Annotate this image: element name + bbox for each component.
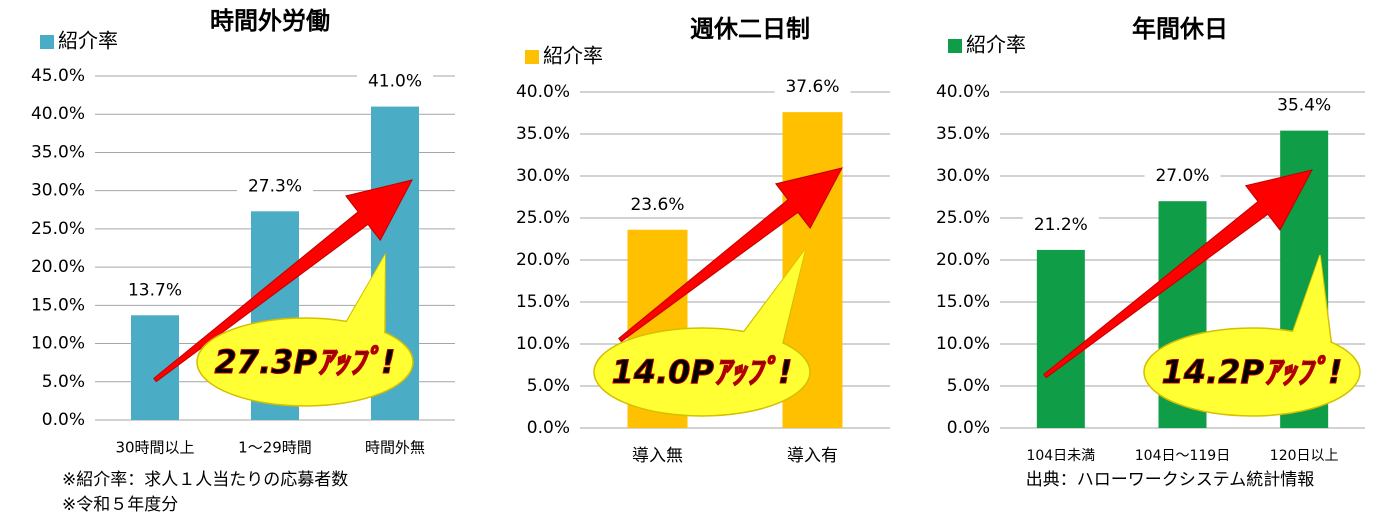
y-tick-label: 30.0% (936, 166, 990, 186)
y-tick-label: 5.0% (527, 376, 570, 396)
y-tick-label: 40.0% (516, 82, 570, 102)
chart-title: 週休二日制 (690, 15, 810, 43)
y-tick-label: 5.0% (947, 376, 990, 396)
y-tick-label: 10.0% (516, 334, 570, 354)
y-tick-label: 25.0% (936, 208, 990, 228)
y-tick-label: 15.0% (516, 292, 570, 312)
legend-label: 紹介率 (58, 29, 118, 53)
bar (1037, 250, 1085, 428)
y-tick-label: 10.0% (31, 334, 85, 354)
annotation: 14.2Pｱｯﾌﾟ! (1161, 353, 1342, 391)
x-tick-label: 120日以上 (1270, 448, 1339, 464)
annotation: 27.3Pｱｯﾌﾟ! (214, 343, 395, 381)
legend-label: 紹介率 (543, 44, 603, 68)
y-tick-label: 5.0% (42, 372, 85, 392)
x-tick-label: 1〜29時間 (238, 439, 312, 457)
x-tick-label: 導入無 (632, 446, 683, 466)
y-tick-label: 20.0% (31, 257, 85, 277)
note: ※紹介率：求人１人当たりの応募者数 (62, 470, 348, 490)
y-tick-label: 0.0% (947, 418, 990, 438)
y-tick-label: 35.0% (936, 124, 990, 144)
y-tick-label: 10.0% (936, 334, 990, 354)
x-tick-label: 104日未満 (1026, 448, 1095, 464)
y-tick-label: 35.0% (31, 142, 85, 162)
y-tick-label: 20.0% (936, 250, 990, 270)
y-tick-label: 30.0% (31, 181, 85, 201)
legend-swatch (525, 50, 539, 64)
y-tick-label: 35.0% (516, 124, 570, 144)
y-tick-label: 30.0% (516, 166, 570, 186)
x-tick-label: 導入有 (787, 446, 838, 466)
data-label: 13.7% (128, 280, 182, 300)
y-tick-label: 25.0% (516, 208, 570, 228)
x-tick-label: 104日〜119日 (1135, 448, 1230, 464)
data-label: 41.0% (368, 72, 422, 92)
legend-swatch (948, 39, 962, 53)
x-tick-label: 30時間以上 (115, 439, 194, 457)
page: ※紹介率：求人１人当たりの応募者数 ※令和５年度分 出典：ハローワークシステム統… (0, 0, 1382, 515)
chart-title: 時間外労働 (210, 7, 330, 35)
y-tick-label: 25.0% (31, 219, 85, 239)
y-tick-label: 20.0% (516, 250, 570, 270)
x-tick-label: 時間外無 (365, 439, 425, 457)
data-label: 23.6% (630, 195, 684, 215)
data-label: 27.0% (1155, 166, 1209, 186)
data-label: 37.6% (785, 77, 839, 97)
legend-swatch (40, 35, 54, 49)
y-tick-label: 15.0% (31, 295, 85, 315)
note: ※令和５年度分 (62, 495, 178, 515)
y-tick-label: 15.0% (936, 292, 990, 312)
data-label: 27.3% (248, 176, 302, 196)
source: 出典：ハローワークシステム統計情報 (1026, 470, 1315, 490)
annotation: 14.0Pｱｯﾌﾟ! (611, 353, 792, 391)
legend-label: 紹介率 (966, 33, 1026, 57)
y-tick-label: 40.0% (31, 104, 85, 124)
y-tick-label: 0.0% (42, 410, 85, 430)
chart-title: 年間休日 (1132, 15, 1228, 43)
data-label: 21.2% (1034, 215, 1088, 235)
y-tick-label: 0.0% (527, 418, 570, 438)
data-label: 35.4% (1277, 96, 1331, 116)
y-tick-label: 40.0% (936, 82, 990, 102)
y-tick-label: 45.0% (31, 66, 85, 86)
